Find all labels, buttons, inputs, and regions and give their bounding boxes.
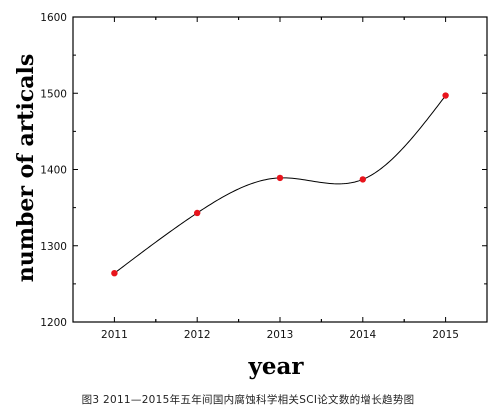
plot-frame xyxy=(72,16,488,323)
data-point xyxy=(359,176,366,183)
data-point xyxy=(111,270,118,277)
y-ticks: 1200 1300 1400 1500 1600 xyxy=(40,12,487,329)
figure-caption: 图3 2011—2015年五年间国内腐蚀科学相关SCI论文数的增长趋势图 xyxy=(81,394,415,406)
data-point xyxy=(276,174,284,182)
x-tick-label: 2015 xyxy=(432,329,459,341)
y-tick-label: 1200 xyxy=(40,317,67,329)
x-tick-label: 2014 xyxy=(349,329,376,341)
data-points xyxy=(111,92,449,277)
y-tick-label: 1300 xyxy=(40,241,67,253)
y-tick-label: 1500 xyxy=(40,88,67,100)
y-tick-label: 1600 xyxy=(40,12,67,24)
x-tick-label: 2011 xyxy=(101,329,128,341)
y-tick-label: 1400 xyxy=(40,165,67,177)
data-point xyxy=(194,209,201,217)
x-ticks: 2011 2012 2013 2014 2015 xyxy=(101,17,459,341)
data-point xyxy=(442,92,449,99)
fit-curve-group xyxy=(114,95,446,274)
x-axis-title: year xyxy=(247,353,304,380)
x-tick-label: 2013 xyxy=(267,329,294,341)
x-tick-label: 2012 xyxy=(184,329,211,341)
y-axis-title: number of articals xyxy=(13,54,39,282)
plot-frame-group xyxy=(72,16,488,323)
fit-curve xyxy=(114,95,446,274)
